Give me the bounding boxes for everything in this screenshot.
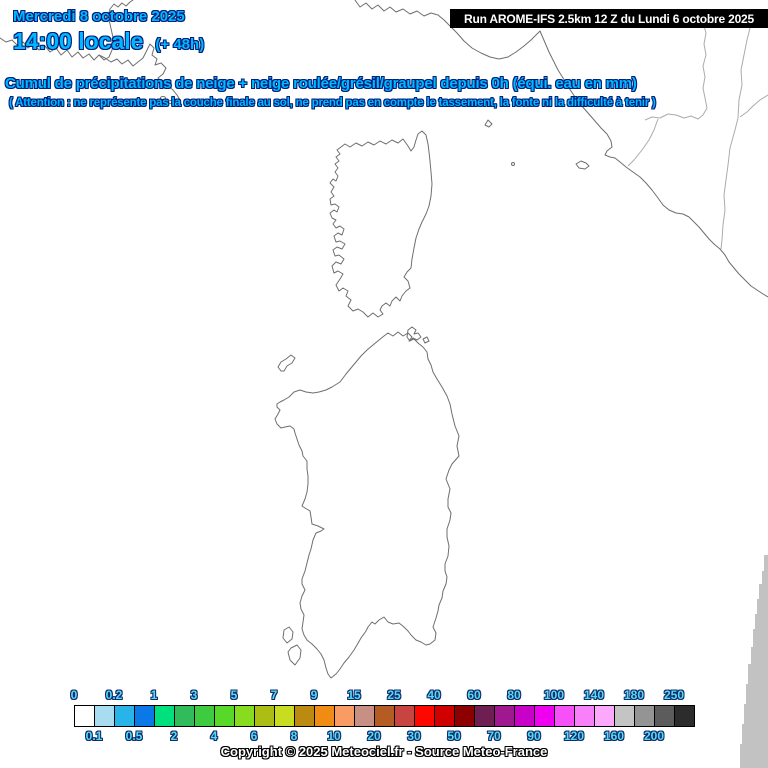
admin-border (644, 25, 708, 121)
legend-threshold-label: 8 (290, 729, 298, 743)
legend-color-box (454, 705, 475, 727)
legend-color-box (74, 705, 95, 727)
legend-color-box (214, 705, 235, 727)
legend-threshold-label: 200 (643, 729, 665, 743)
forecast-time: 14:00 locale (13, 28, 144, 54)
legend-threshold-label: 140 (583, 688, 605, 702)
legend-threshold-label: 6 (250, 729, 258, 743)
legend-threshold-label: 2 (170, 729, 178, 743)
legend-threshold-label: 120 (563, 729, 585, 743)
sardinia-coastline (274, 331, 460, 679)
legend-color-box (174, 705, 195, 727)
legend-color-box (554, 705, 575, 727)
legend-color-box (634, 705, 655, 727)
lerins-island (168, 100, 174, 104)
admin-border (739, 94, 768, 118)
legend-color-box (294, 705, 315, 727)
maddalena-islands (406, 326, 430, 344)
capraia-island (575, 160, 590, 170)
legend-threshold-label: 9 (310, 688, 318, 702)
legend-color-box (674, 705, 695, 727)
forecast-date: Mercredi 8 octobre 2025 (13, 8, 185, 25)
legend-threshold-label: 160 (603, 729, 625, 743)
legend-threshold-label: 50 (447, 729, 461, 743)
legend-threshold-label: 90 (527, 729, 541, 743)
legend-color-box (354, 705, 375, 727)
legend-color-box (534, 705, 555, 727)
corsica-coastline (329, 130, 433, 318)
legend-threshold-label: 0.1 (85, 729, 103, 743)
legend-threshold-label: 3 (190, 688, 198, 702)
legend-color-box (234, 705, 255, 727)
italy-coastline (354, 0, 768, 298)
forecast-lead-time: (+ 48h) (155, 36, 205, 53)
legend-color-box (274, 705, 295, 727)
san-pietro-island (287, 644, 302, 666)
legend-color-box (434, 705, 455, 727)
forecast-time-row: 14:00 locale (+ 48h) (13, 28, 204, 55)
legend-color-box (254, 705, 275, 727)
asinara-island (277, 354, 296, 372)
legend-color-box (94, 705, 115, 727)
lerins-island (160, 96, 166, 100)
legend-color-box (374, 705, 395, 727)
legend-threshold-label: 180 (623, 688, 645, 702)
legend-threshold-label: 7 (270, 688, 278, 702)
legend-threshold-label: 250 (663, 688, 685, 702)
legend-color-box (594, 705, 615, 727)
legend-threshold-label: 30 (407, 729, 421, 743)
legend-threshold-label: 5 (230, 688, 238, 702)
model-run-label: Run AROME-IFS 2.5km 12 Z du Lundi 6 octo… (463, 11, 754, 26)
legend-threshold-label: 0.5 (125, 729, 143, 743)
riviera-coastline (0, 0, 134, 61)
model-domain-edge (740, 555, 768, 768)
legend-color-box (474, 705, 495, 727)
legend-color-box (134, 705, 155, 727)
legend-color-box (574, 705, 595, 727)
legend-threshold-label: 10 (327, 729, 341, 743)
gorgona-island (484, 119, 493, 128)
sant-antioco-island (282, 626, 294, 644)
legend-threshold-label: 70 (487, 729, 501, 743)
legend-color-box (154, 705, 175, 727)
admin-border (720, 27, 751, 250)
legend-color-box (614, 705, 635, 727)
legend-color-box (114, 705, 135, 727)
legend-threshold-label: 40 (427, 688, 441, 702)
legend-color-box (414, 705, 435, 727)
legend-color-box (314, 705, 335, 727)
admin-border (627, 118, 659, 167)
legend-threshold-label: 1 (150, 688, 158, 702)
legend-color-box (494, 705, 515, 727)
legend-color-box (514, 705, 535, 727)
map-title: Cumul de précipitations de neige + neige… (5, 75, 637, 92)
legend-color-box (654, 705, 675, 727)
legend-threshold-label: 4 (210, 729, 218, 743)
legend-color-box (334, 705, 355, 727)
legend-color-box (194, 705, 215, 727)
map-warning-note: ( Attention : ne représente pas la couch… (9, 97, 656, 109)
riviera-coastline-east (98, 43, 181, 101)
legend-threshold-label: 20 (367, 729, 381, 743)
copyright-line: Copyright © 2025 Meteociel.fr - Source M… (220, 744, 548, 759)
small-island (511, 162, 515, 166)
color-scale-legend: 0 0.2 1 3 5 7 9 15 25 40 60 80 100 140 180 250 0.1 0.5 2 4… (0, 688, 768, 748)
legend-threshold-label: 100 (543, 688, 565, 702)
legend-threshold-label: 0.2 (105, 688, 123, 702)
legend-threshold-label: 25 (387, 688, 401, 702)
legend-threshold-label: 80 (507, 688, 521, 702)
model-run-banner: Run AROME-IFS 2.5km 12 Z du Lundi 6 octo… (450, 9, 768, 28)
legend-color-box (394, 705, 415, 727)
legend-threshold-label: 60 (467, 688, 481, 702)
legend-threshold-label: 15 (347, 688, 361, 702)
legend-threshold-label: 0 (70, 688, 78, 702)
